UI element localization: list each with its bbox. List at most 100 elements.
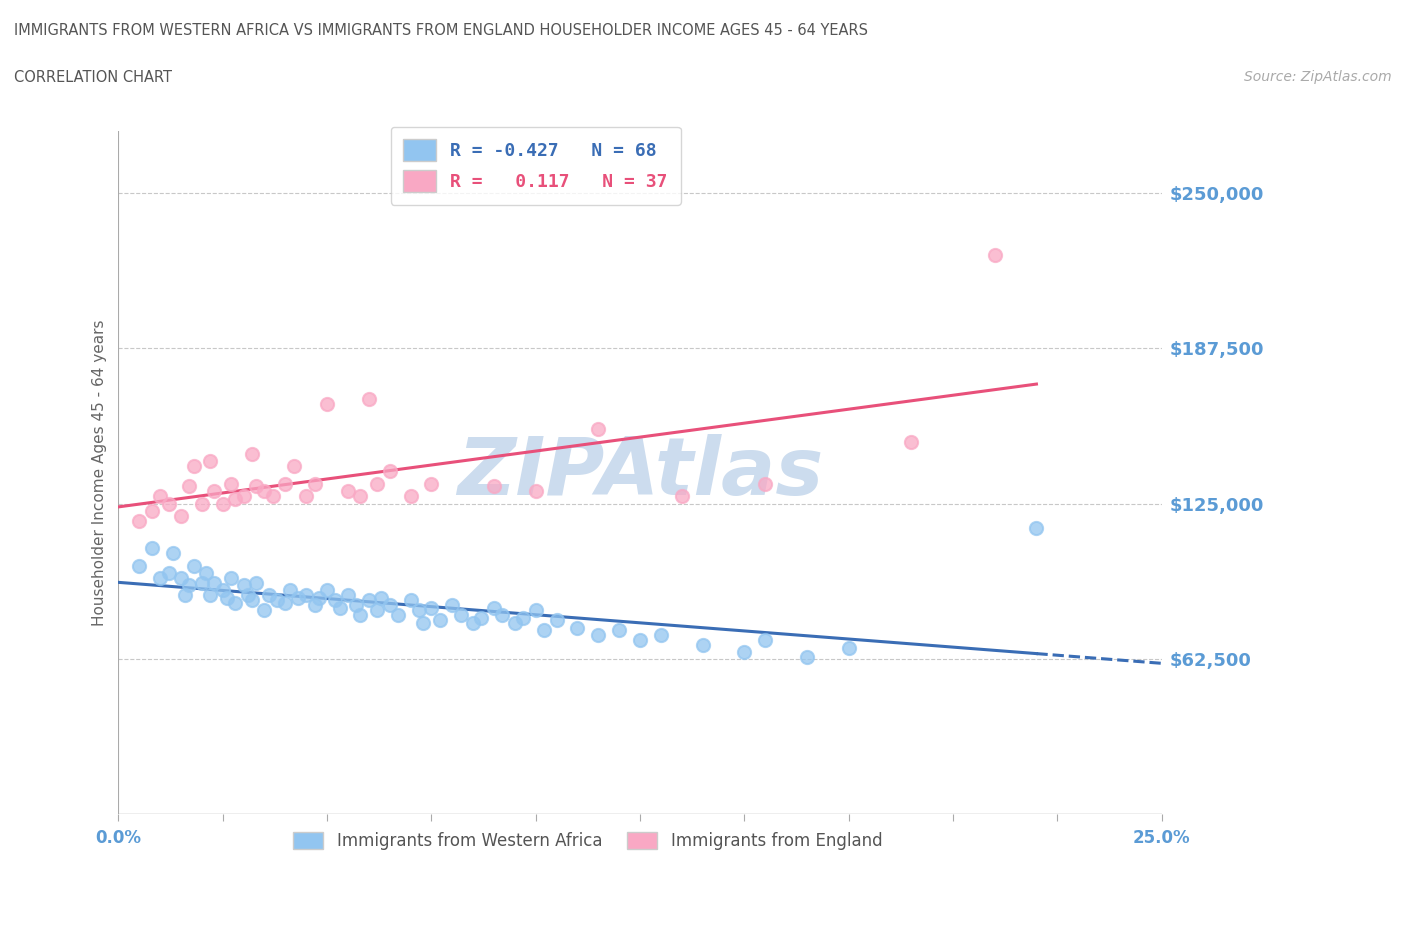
Point <box>420 601 443 616</box>
Point <box>366 603 388 618</box>
Point <box>546 613 568 628</box>
Point <box>671 488 693 503</box>
Point <box>257 588 280 603</box>
Point <box>304 476 326 491</box>
Point <box>588 628 610 643</box>
Point <box>253 484 276 498</box>
Point <box>245 479 267 494</box>
Point <box>503 616 526 631</box>
Point <box>200 454 222 469</box>
Point <box>240 446 263 461</box>
Point <box>128 513 150 528</box>
Point <box>200 588 222 603</box>
Point <box>628 632 651 647</box>
Point <box>420 476 443 491</box>
Point <box>245 576 267 591</box>
Point <box>378 464 401 479</box>
Point <box>533 623 555 638</box>
Point <box>429 613 451 628</box>
Point <box>183 558 205 573</box>
Point <box>349 488 371 503</box>
Point <box>162 546 184 561</box>
Text: ZIPAtlas: ZIPAtlas <box>457 433 823 512</box>
Point <box>983 248 1005 263</box>
Point <box>240 593 263 608</box>
Point <box>191 576 214 591</box>
Point <box>191 496 214 511</box>
Point <box>224 491 246 506</box>
Point <box>357 593 380 608</box>
Point <box>232 578 254 593</box>
Point <box>195 565 218 580</box>
Point <box>463 616 485 631</box>
Text: IMMIGRANTS FROM WESTERN AFRICA VS IMMIGRANTS FROM ENGLAND HOUSEHOLDER INCOME AGE: IMMIGRANTS FROM WESTERN AFRICA VS IMMIGR… <box>14 23 868 38</box>
Point <box>482 601 505 616</box>
Point <box>357 392 380 406</box>
Point <box>329 601 352 616</box>
Point <box>308 591 330 605</box>
Y-axis label: Householder Income Ages 45 - 64 years: Householder Income Ages 45 - 64 years <box>93 319 107 626</box>
Point <box>266 593 288 608</box>
Point <box>412 616 434 631</box>
Point <box>754 632 776 647</box>
Point <box>378 598 401 613</box>
Point <box>588 421 610 436</box>
Point <box>232 488 254 503</box>
Point <box>366 476 388 491</box>
Point <box>650 628 672 643</box>
Point <box>399 593 422 608</box>
Point <box>219 476 242 491</box>
Point <box>524 603 547 618</box>
Point <box>170 509 193 524</box>
Point <box>295 588 318 603</box>
Point <box>141 541 163 556</box>
Point <box>524 484 547 498</box>
Point <box>316 397 339 412</box>
Point <box>278 583 301 598</box>
Point <box>253 603 276 618</box>
Text: Source: ZipAtlas.com: Source: ZipAtlas.com <box>1244 70 1392 84</box>
Point <box>295 488 318 503</box>
Point <box>179 479 201 494</box>
Point <box>157 565 180 580</box>
Legend: Immigrants from Western Africa, Immigrants from England: Immigrants from Western Africa, Immigran… <box>287 825 889 857</box>
Point <box>470 610 492 625</box>
Point <box>607 623 630 638</box>
Point <box>170 571 193 586</box>
Point <box>482 479 505 494</box>
Point <box>692 638 714 653</box>
Point <box>287 591 309 605</box>
Point <box>202 484 225 498</box>
Point <box>283 458 305 473</box>
Point <box>399 488 422 503</box>
Point <box>236 588 259 603</box>
Point <box>387 608 409 623</box>
Point <box>838 640 860 655</box>
Point <box>567 620 589 635</box>
Point <box>754 476 776 491</box>
Point <box>215 591 238 605</box>
Point <box>1025 521 1047 536</box>
Point <box>202 576 225 591</box>
Point <box>336 588 359 603</box>
Point <box>183 458 205 473</box>
Point <box>491 608 513 623</box>
Point <box>141 503 163 518</box>
Text: CORRELATION CHART: CORRELATION CHART <box>14 70 172 85</box>
Point <box>128 558 150 573</box>
Point <box>349 608 371 623</box>
Point <box>336 484 359 498</box>
Point <box>211 496 233 511</box>
Point <box>274 476 297 491</box>
Point <box>219 571 242 586</box>
Point <box>157 496 180 511</box>
Point <box>149 571 172 586</box>
Point <box>179 578 201 593</box>
Point <box>304 598 326 613</box>
Point <box>733 645 755 660</box>
Point <box>262 488 284 503</box>
Point <box>149 488 172 503</box>
Point <box>274 595 297 610</box>
Point <box>450 608 472 623</box>
Point <box>224 595 246 610</box>
